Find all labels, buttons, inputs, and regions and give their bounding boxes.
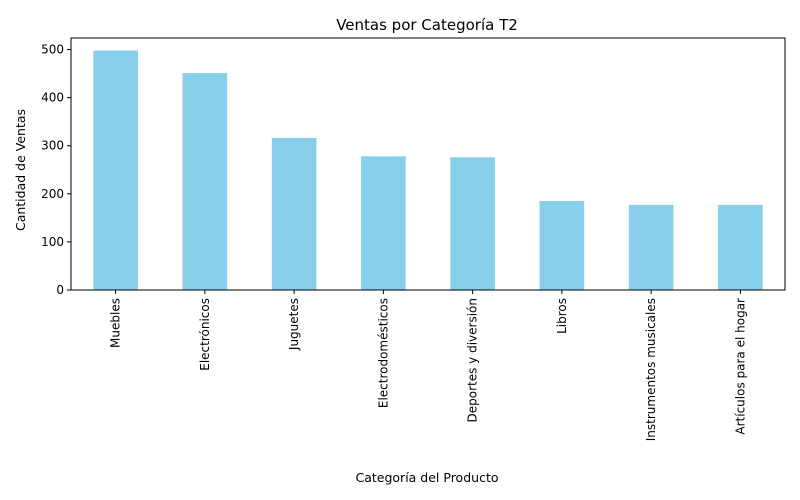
x-axis: Muebles Electrónicos Juguetes Electrodomést… bbox=[109, 290, 747, 441]
bar bbox=[539, 201, 585, 290]
y-tick-label: 300 bbox=[41, 139, 64, 153]
y-tick-label: 100 bbox=[41, 235, 64, 249]
y-tick-label: 500 bbox=[41, 43, 64, 57]
x-tick-label: Artículos para el hogar bbox=[733, 298, 747, 435]
x-tick-label: Electrónicos bbox=[198, 298, 212, 371]
bar bbox=[271, 138, 317, 290]
x-tick-label: Juguetes bbox=[287, 298, 301, 351]
plot-frame bbox=[70, 37, 786, 291]
bar bbox=[361, 156, 406, 290]
bar bbox=[182, 73, 228, 290]
bar bbox=[93, 50, 138, 291]
x-tick-label: Instrumentos musicales bbox=[644, 298, 658, 441]
x-axis-label: Categoría del Producto bbox=[356, 470, 499, 485]
bar bbox=[718, 204, 763, 290]
y-axis: 0 100 200 300 400 500 bbox=[41, 43, 71, 297]
y-axis-label: Cantidad de Ventas bbox=[13, 109, 28, 231]
bar bbox=[450, 157, 495, 290]
x-tick-label: Muebles bbox=[109, 298, 123, 348]
chart-title: Ventas por Categoría T2 bbox=[336, 16, 518, 34]
bar bbox=[628, 204, 674, 290]
y-tick-label: 400 bbox=[41, 91, 64, 105]
x-tick-label: Electrodomésticos bbox=[376, 298, 390, 408]
y-tick-label: 0 bbox=[56, 283, 64, 297]
y-tick-label: 200 bbox=[41, 187, 64, 201]
x-tick-label: Deportes y diversión bbox=[466, 298, 480, 423]
x-tick-label: Libros bbox=[555, 298, 569, 334]
bars-group bbox=[93, 50, 763, 291]
